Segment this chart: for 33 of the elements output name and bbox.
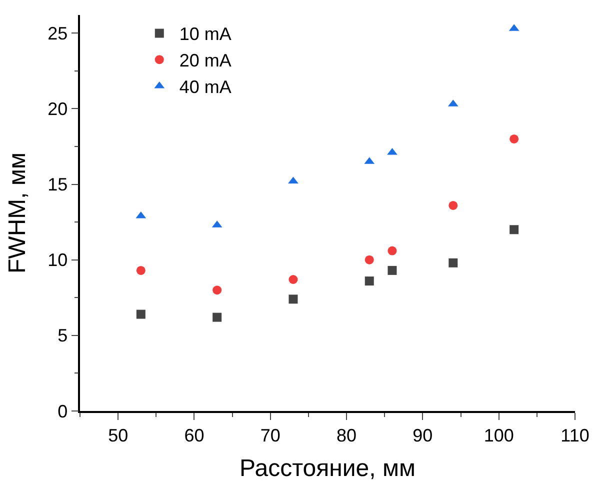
legend-label: 10 mA [179, 24, 232, 44]
x-tick-label: 80 [336, 425, 357, 446]
x-tick-label: 110 [560, 425, 590, 446]
point [448, 200, 458, 210]
point [288, 176, 298, 184]
y-tick-label: 0 [58, 401, 68, 422]
point [288, 275, 298, 284]
y-tick-label: 20 [48, 99, 68, 120]
legend-label: 20 mA [179, 50, 232, 71]
y-tick-label: 15 [48, 174, 68, 195]
y-axis-title: FWHM, мм [4, 152, 32, 274]
point [364, 255, 374, 264]
point [288, 294, 298, 304]
point [136, 266, 146, 275]
y-tick-label: 10 [48, 250, 68, 270]
point [136, 310, 146, 319]
x-tick-label: 50 [108, 425, 128, 446]
y-tick-label: 5 [58, 326, 68, 346]
point [510, 225, 519, 234]
point [448, 258, 458, 268]
point [212, 312, 222, 322]
legend-label: 40 mA [179, 77, 232, 98]
y-tick-label: 25 [48, 23, 68, 44]
x-tick-label: 90 [412, 425, 433, 446]
x-tick-label: 100 [484, 425, 514, 446]
x-axis-title: Расстояние, мм [240, 455, 416, 482]
point [388, 246, 397, 256]
x-tick-label: 60 [184, 425, 204, 446]
point [212, 286, 222, 295]
point [364, 276, 374, 286]
point [388, 266, 397, 275]
point [510, 134, 519, 144]
x-tick-label: 70 [260, 425, 280, 446]
